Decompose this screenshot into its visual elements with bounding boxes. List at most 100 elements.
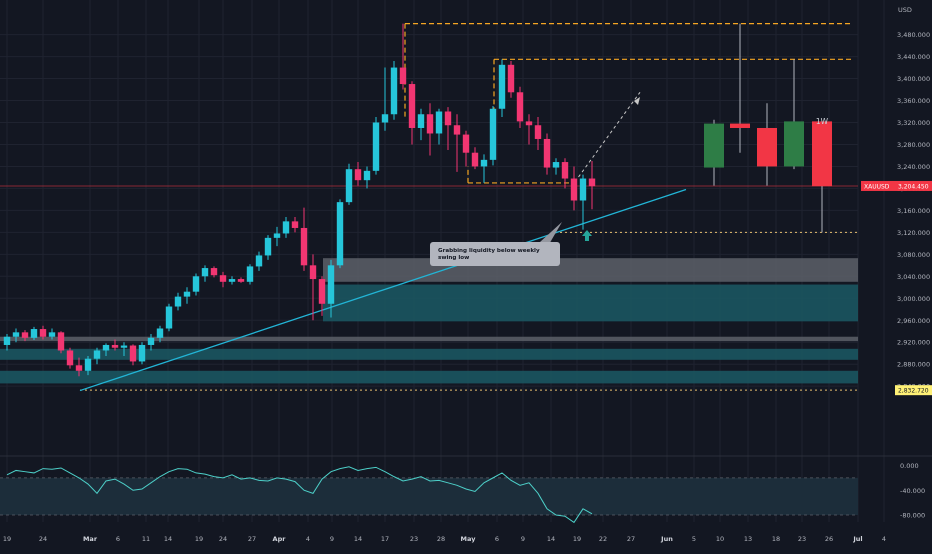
daily-candle[interactable]: [444, 107, 452, 150]
daily-candle[interactable]: [129, 344, 137, 366]
weekly-candle[interactable]: [812, 121, 832, 233]
weekly-candle[interactable]: [730, 23, 750, 153]
daily-candle[interactable]: [417, 108, 425, 141]
daily-candle[interactable]: [156, 325, 164, 343]
daily-candle[interactable]: [174, 292, 182, 311]
weekly-candle[interactable]: [704, 119, 724, 186]
daily-candle[interactable]: [255, 251, 263, 271]
daily-candle[interactable]: [354, 162, 362, 186]
candle-body: [507, 64, 515, 93]
daily-candle[interactable]: [588, 160, 596, 210]
daily-candle[interactable]: [111, 339, 119, 351]
daily-candle[interactable]: [471, 147, 479, 170]
daily-candle[interactable]: [525, 114, 533, 145]
daily-candle[interactable]: [75, 357, 83, 377]
daily-candle[interactable]: [300, 207, 308, 271]
daily-candle[interactable]: [3, 333, 11, 351]
daily-candle[interactable]: [147, 333, 155, 351]
daily-candle[interactable]: [291, 216, 299, 233]
daily-candle[interactable]: [570, 166, 578, 211]
daily-candle[interactable]: [57, 331, 65, 354]
daily-candle[interactable]: [228, 276, 236, 285]
symbol-tag: [861, 180, 895, 191]
candle-body: [579, 178, 587, 201]
daily-candle[interactable]: [21, 330, 29, 342]
candle-body: [435, 111, 443, 134]
daily-candle[interactable]: [480, 154, 488, 183]
price-axis[interactable]: USD 3,480.000 3,440.000 3,400.000 3,360.000 3…: [861, 6, 932, 396]
daily-candle[interactable]: [399, 23, 407, 90]
daily-candle[interactable]: [210, 266, 218, 278]
rsi-tick-label: 0.000: [900, 462, 919, 470]
daily-candle[interactable]: [327, 259, 335, 318]
daily-candle[interactable]: [372, 117, 380, 175]
daily-candle[interactable]: [12, 328, 20, 343]
daily-candle[interactable]: [363, 166, 371, 189]
daily-candle[interactable]: [336, 199, 344, 269]
daily-candle[interactable]: [552, 158, 560, 175]
daily-candle[interactable]: [264, 235, 272, 260]
daily-candle[interactable]: [201, 265, 209, 282]
zone-grey: [323, 258, 858, 282]
candle-body: [570, 178, 578, 201]
candle-body: [516, 92, 524, 122]
daily-candle[interactable]: [39, 325, 47, 340]
daily-candle[interactable]: [102, 343, 110, 356]
time-tick-label: 14: [547, 535, 555, 543]
daily-candle[interactable]: [93, 347, 101, 365]
daily-candle[interactable]: [507, 60, 515, 98]
weekly-candle[interactable]: [757, 103, 777, 186]
candle-body: [588, 178, 596, 187]
time-tick-label: 9: [330, 535, 334, 543]
daily-candle[interactable]: [426, 103, 434, 156]
daily-candle[interactable]: [498, 59, 506, 117]
weekly-candle-body: [812, 121, 832, 187]
daily-candle[interactable]: [489, 106, 497, 166]
daily-candle[interactable]: [561, 158, 569, 189]
daily-candle[interactable]: [534, 117, 542, 150]
weekly-candle[interactable]: [784, 59, 804, 170]
daily-candle[interactable]: [318, 276, 326, 316]
low-price-tag: [895, 385, 932, 396]
daily-candle[interactable]: [309, 254, 317, 321]
currency-label: USD: [898, 6, 912, 14]
daily-candle[interactable]: [516, 86, 524, 128]
daily-candle[interactable]: [390, 60, 398, 120]
rsi-pane[interactable]: 0.000 -40.000 -80.000: [0, 462, 925, 524]
time-tick-label: 11: [142, 535, 150, 543]
daily-candle[interactable]: [165, 303, 173, 332]
daily-candle[interactable]: [219, 271, 227, 288]
daily-candle[interactable]: [435, 108, 443, 145]
daily-candle[interactable]: [246, 264, 254, 285]
daily-candle[interactable]: [408, 81, 416, 145]
candle-body: [264, 237, 272, 256]
daily-candle[interactable]: [579, 174, 587, 230]
candle-body: [192, 276, 200, 292]
daily-candle[interactable]: [237, 277, 245, 283]
daily-candle[interactable]: [381, 67, 389, 131]
candle-body: [210, 268, 218, 276]
candle-body: [93, 350, 101, 359]
daily-candle[interactable]: [30, 326, 38, 341]
daily-candle[interactable]: [273, 226, 281, 247]
time-tick-label: 5: [692, 535, 696, 543]
daily-candle[interactable]: [120, 342, 128, 356]
time-axis[interactable]: 19 24 Mar 6 11 14 19 24 27 Apr 4 9 14 17 23 28 May 6 9 14 19…: [3, 535, 886, 543]
time-tick-label: 27: [248, 535, 256, 543]
daily-candle[interactable]: [138, 342, 146, 365]
daily-candle[interactable]: [282, 216, 290, 238]
daily-candle[interactable]: [453, 114, 461, 172]
daily-candle[interactable]: [192, 273, 200, 296]
daily-candle[interactable]: [345, 163, 353, 205]
daily-candle[interactable]: [462, 130, 470, 167]
time-tick-label: 9: [521, 535, 525, 543]
daily-candle[interactable]: [66, 347, 74, 369]
daily-candle[interactable]: [48, 328, 56, 340]
daily-candle[interactable]: [543, 133, 551, 175]
annotation-callout[interactable]: Grabbing liquidity below weekly swing low: [430, 222, 562, 266]
daily-candle[interactable]: [183, 287, 191, 304]
last-price-label: 3,204.450: [898, 183, 929, 190]
daily-candle[interactable]: [84, 355, 92, 376]
